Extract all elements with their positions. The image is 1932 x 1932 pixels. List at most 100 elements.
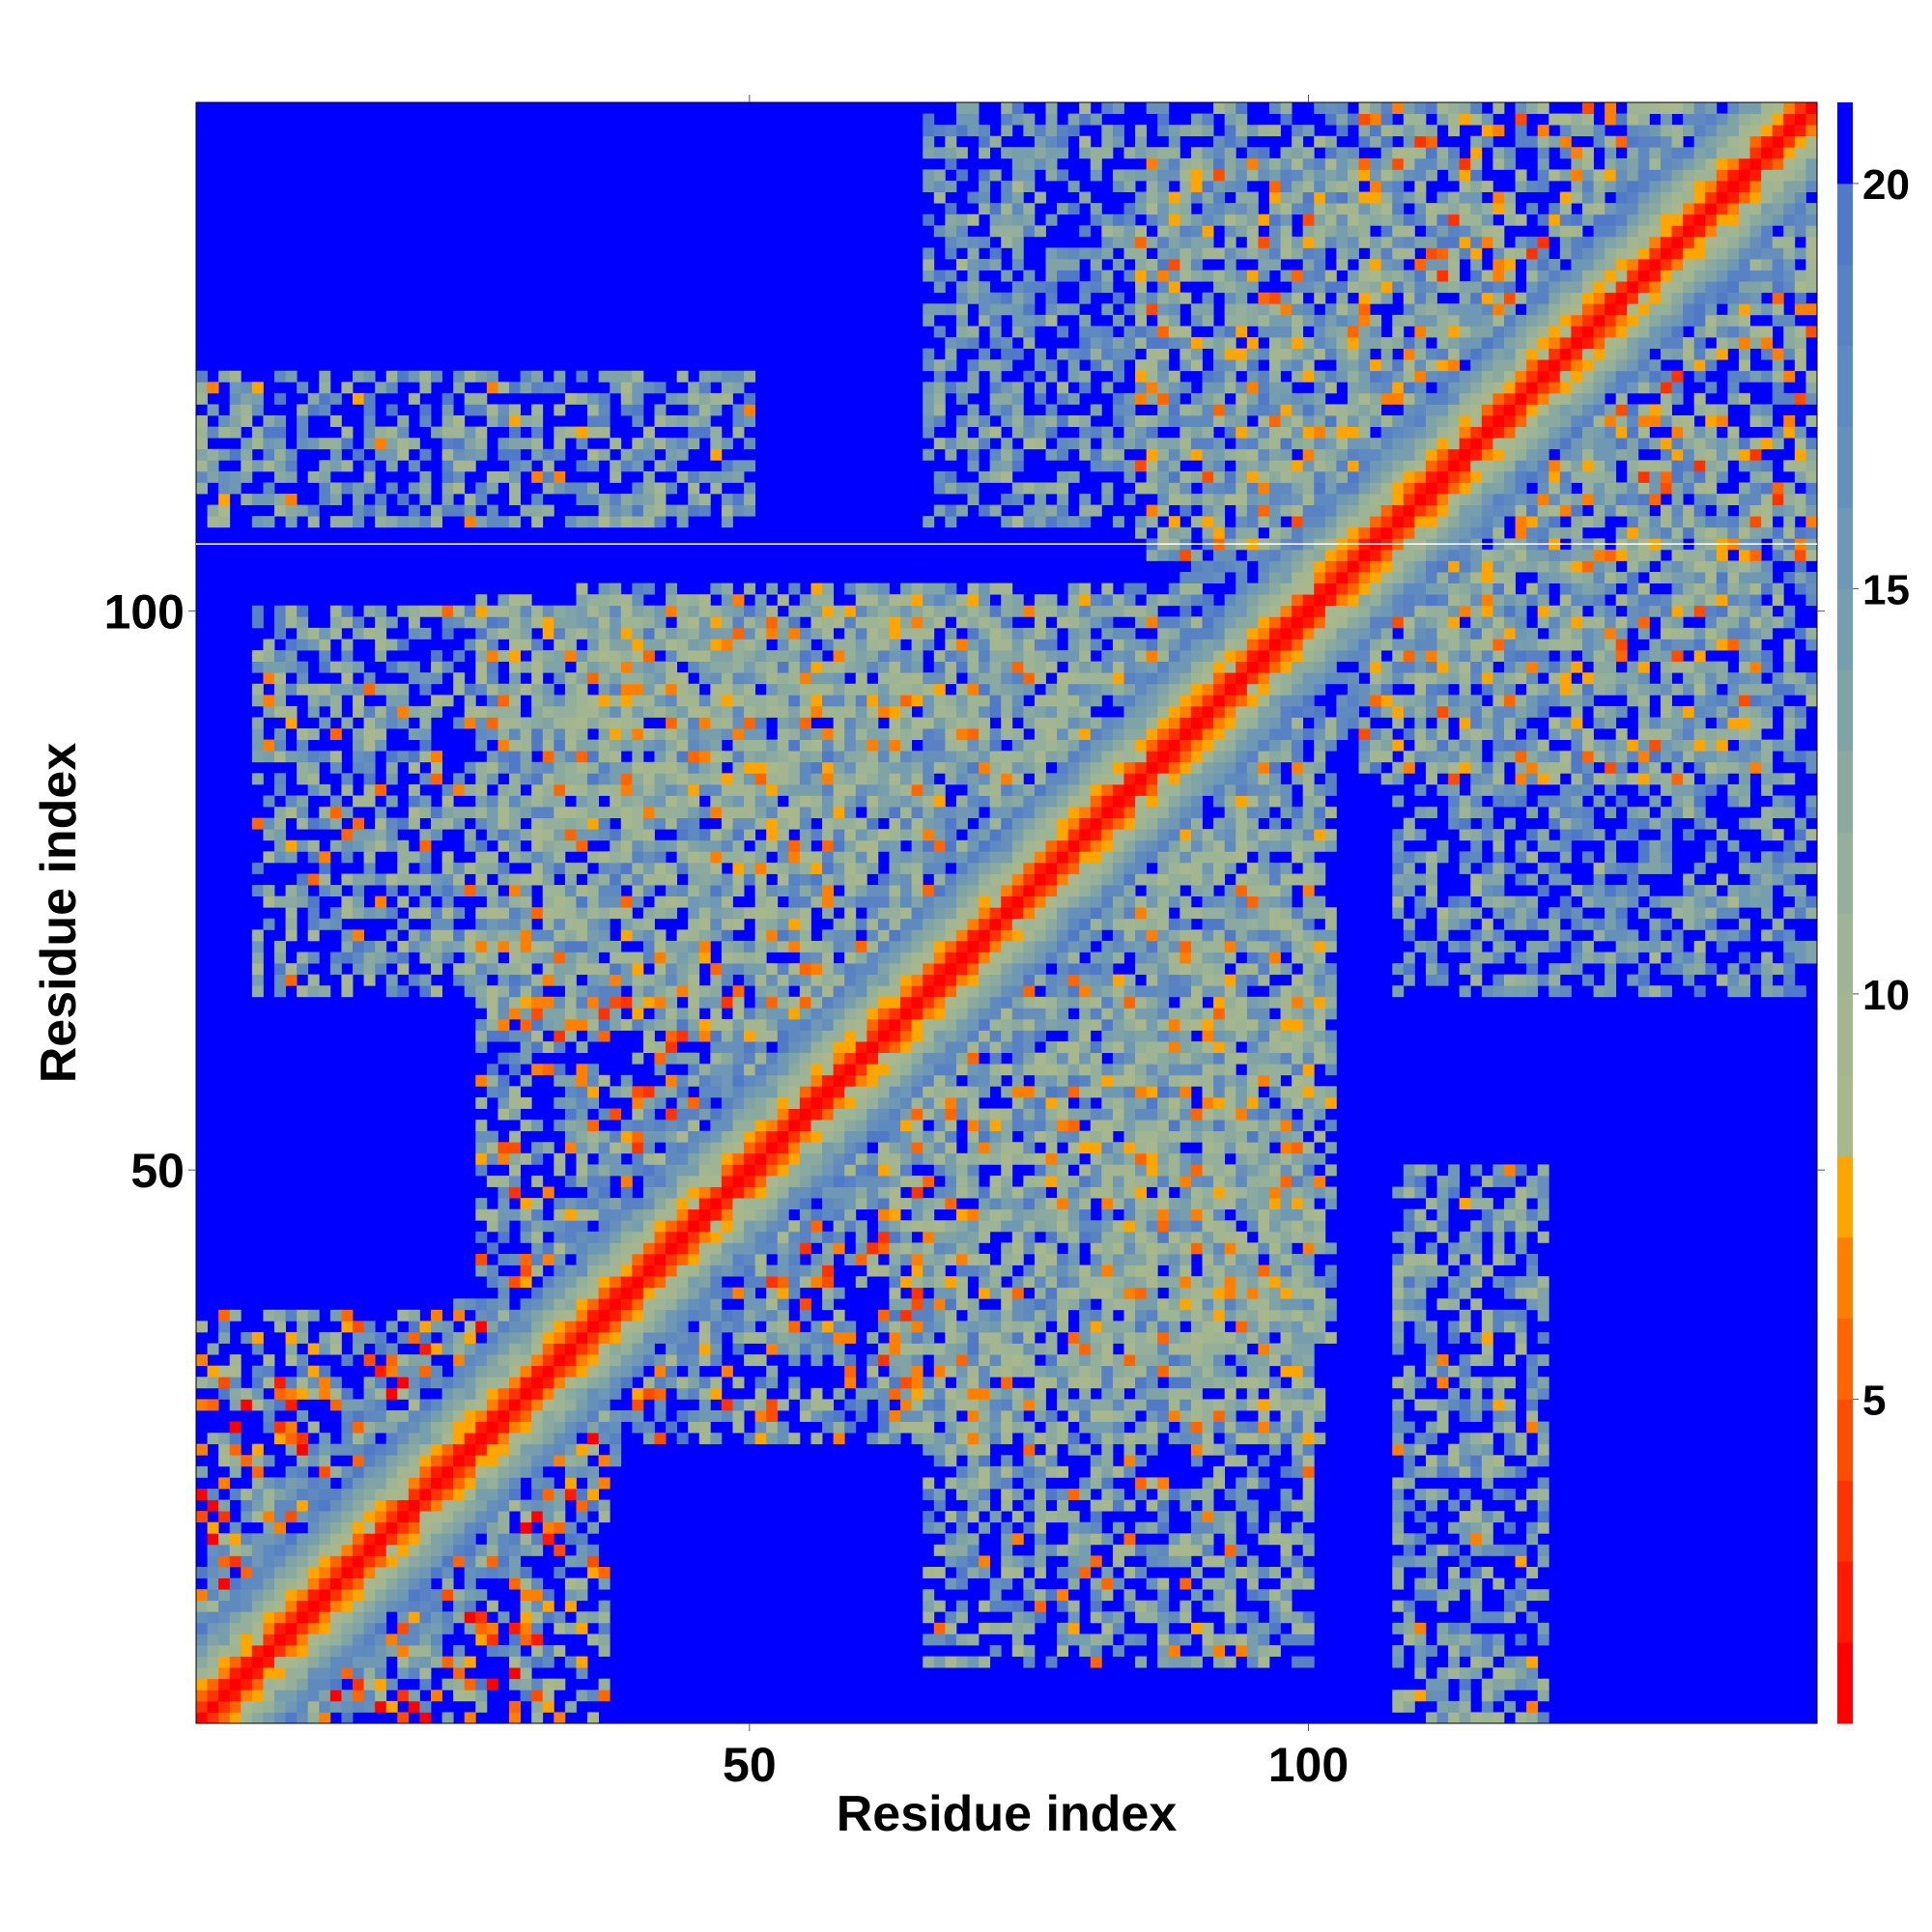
heatmap-cell — [475, 1499, 488, 1512]
heatmap-cell — [923, 929, 935, 942]
heatmap-cell — [1302, 1421, 1315, 1434]
heatmap-cell — [1112, 929, 1124, 942]
heatmap-cell — [833, 1030, 845, 1042]
heatmap-cell — [732, 1264, 745, 1277]
heatmap-cell — [1236, 1175, 1248, 1187]
heatmap-cell — [1057, 985, 1069, 998]
heatmap-cell — [698, 1220, 711, 1233]
heatmap-cell — [1101, 996, 1114, 1009]
heatmap-cell — [509, 974, 521, 986]
heatmap-cell — [1023, 1264, 1036, 1277]
heatmap-cell — [307, 974, 320, 986]
heatmap-cell — [419, 1577, 432, 1590]
heatmap-cell — [1481, 1533, 1493, 1546]
heatmap-cell — [710, 1298, 723, 1311]
heatmap-cell — [509, 1253, 521, 1265]
heatmap-cell — [531, 1231, 544, 1243]
heatmap-cell — [1090, 1477, 1102, 1490]
heatmap-cell — [666, 1041, 678, 1054]
heatmap-cell — [732, 1208, 745, 1221]
heatmap-cell — [1123, 1354, 1136, 1367]
heatmap-cell — [698, 1421, 711, 1434]
heatmap-cell — [1481, 1198, 1493, 1210]
heatmap-cell — [833, 1331, 845, 1344]
heatmap-cell — [520, 1521, 532, 1534]
heatmap-cell — [1157, 1074, 1170, 1087]
heatmap-cell — [955, 1208, 968, 1221]
heatmap-cell — [721, 940, 733, 952]
heatmap-cell — [877, 1096, 890, 1109]
heatmap-cell — [923, 1634, 935, 1646]
heatmap-cell — [1436, 1667, 1449, 1680]
heatmap-cell — [1202, 1321, 1214, 1333]
heatmap-cell — [1146, 1152, 1158, 1165]
heatmap-cell — [1034, 1409, 1046, 1422]
heatmap-cell — [1414, 1555, 1427, 1568]
heatmap-cell — [1268, 1276, 1281, 1289]
heatmap-cell — [799, 1242, 811, 1255]
heatmap-cell — [497, 1152, 510, 1165]
heatmap-cell — [766, 1242, 779, 1255]
heatmap-cell — [1492, 1465, 1505, 1478]
heatmap-cell — [1292, 1409, 1304, 1422]
heatmap-cells — [196, 102, 1818, 1724]
heatmap-cell — [576, 1220, 588, 1233]
heatmap-cell — [945, 985, 957, 998]
heatmap-cell — [1135, 1321, 1148, 1333]
heatmap-cell — [1034, 1096, 1046, 1109]
heatmap-cell — [1011, 1309, 1024, 1321]
heatmap-cell — [1649, 985, 1662, 998]
heatmap-cell — [1224, 1108, 1236, 1121]
heatmap-cell — [564, 1331, 577, 1344]
heatmap-cell — [1202, 1443, 1214, 1456]
heatmap-cell — [867, 974, 879, 986]
heatmap-cell — [1470, 1465, 1483, 1478]
heatmap-cell — [1314, 1321, 1326, 1333]
heatmap-cell — [1135, 1108, 1148, 1121]
heatmap-cell — [297, 1387, 309, 1400]
heatmap-cell — [676, 929, 689, 942]
heatmap-cell — [319, 1555, 331, 1568]
heatmap-cell — [1123, 940, 1136, 952]
heatmap-cell — [408, 1455, 420, 1467]
heatmap-cell — [822, 1231, 835, 1243]
heatmap-cell — [1470, 1164, 1483, 1177]
heatmap-cell — [441, 918, 454, 930]
heatmap-cell — [1112, 1433, 1124, 1445]
heatmap-cell — [766, 940, 779, 952]
heatmap-cell — [1436, 1712, 1449, 1724]
heatmap-cell — [1448, 1455, 1461, 1467]
heatmap-cell — [732, 996, 745, 1009]
heatmap-cell — [1503, 1399, 1516, 1411]
heatmap-cell — [1023, 1175, 1036, 1187]
heatmap-cell — [1057, 1064, 1069, 1076]
heatmap-cell — [1302, 1074, 1315, 1087]
heatmap-cell — [229, 1365, 242, 1378]
heatmap-cell — [1101, 1533, 1114, 1546]
heatmap-cell — [285, 1443, 298, 1456]
heatmap-cell — [1246, 996, 1259, 1009]
heatmap-cell — [207, 1712, 219, 1724]
heatmap-cell — [251, 1589, 264, 1602]
heatmap-cell — [353, 1656, 364, 1668]
heatmap-cell — [1258, 996, 1270, 1009]
heatmap-cell — [497, 1365, 510, 1378]
heatmap-cell — [1101, 952, 1114, 964]
heatmap-cell — [979, 1030, 991, 1042]
heatmap-cell — [531, 1208, 544, 1221]
heatmap-cell — [698, 1276, 711, 1289]
heatmap-cell — [196, 1465, 208, 1478]
heatmap-cell — [698, 1164, 711, 1177]
heatmap-cell — [654, 1287, 667, 1299]
heatmap-cell — [1481, 1521, 1493, 1534]
heatmap-cell — [710, 1008, 723, 1020]
heatmap-cell — [754, 1175, 767, 1187]
heatmap-cell — [1213, 1589, 1226, 1602]
heatmap-cell — [1135, 1096, 1148, 1109]
heatmap-cell — [1503, 1354, 1516, 1367]
heatmap-cell — [1011, 1018, 1024, 1031]
heatmap-cell — [1268, 1120, 1281, 1132]
heatmap-cell — [766, 1018, 779, 1031]
heatmap-cell — [363, 1521, 376, 1534]
heatmap-cell — [1324, 1164, 1337, 1177]
